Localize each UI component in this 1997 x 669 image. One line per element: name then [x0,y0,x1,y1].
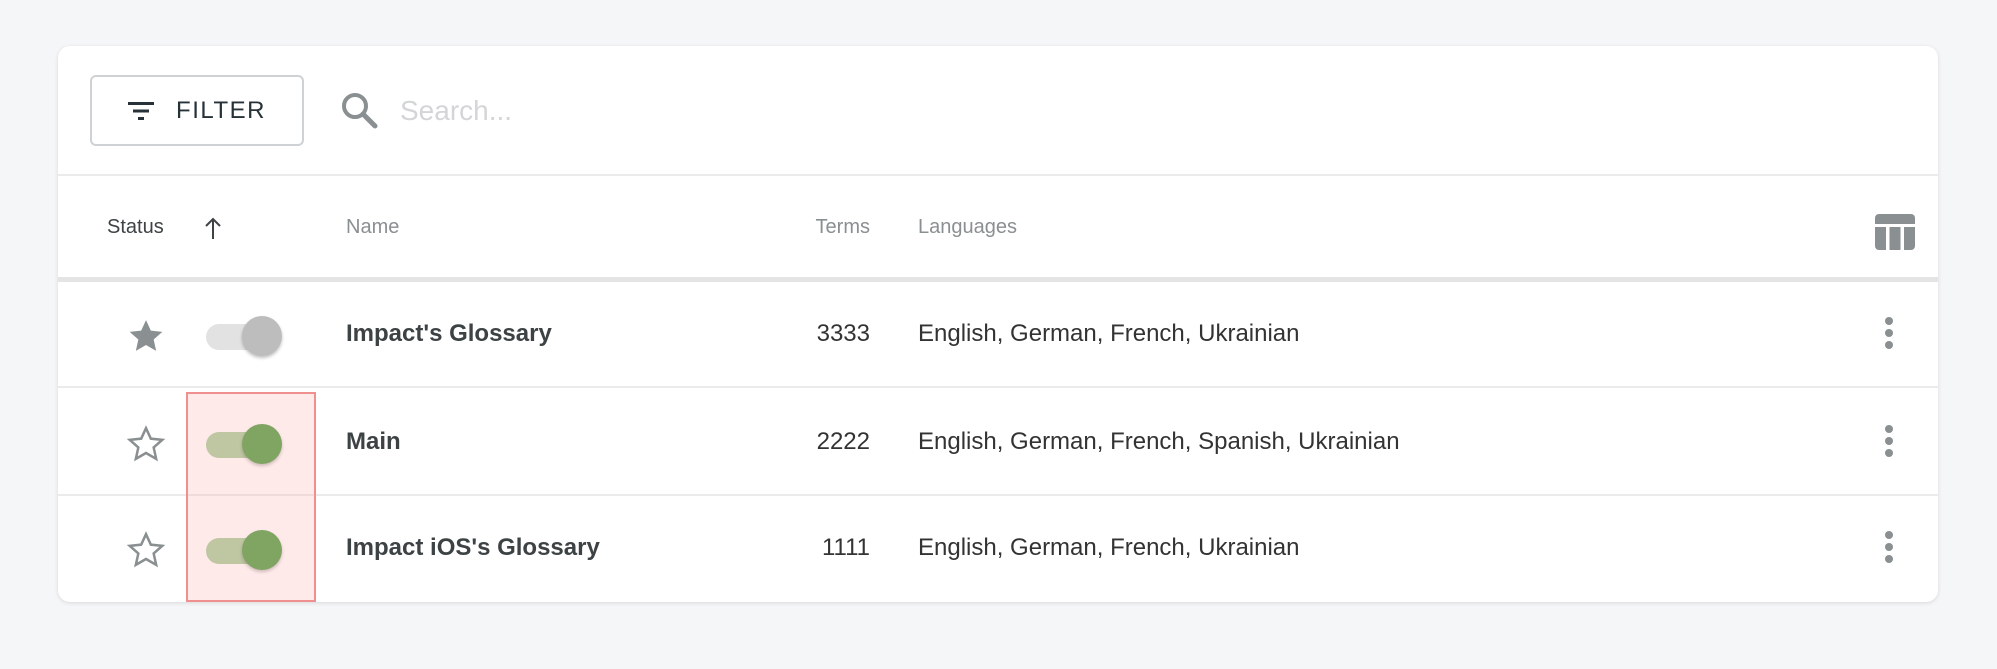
toggle-highlight-box [186,392,316,602]
star-filled-icon[interactable] [126,316,166,356]
languages: English, German, French, Spanish, Ukrain… [918,428,1400,455]
table-row[interactable]: Impact iOS's Glossary 1111 English, Germ… [58,496,1938,602]
terms-count: 2222 [816,428,870,455]
sort-ascending-arrow-icon[interactable] [203,216,223,240]
columns-view-icon[interactable] [1875,214,1915,250]
terms-count: 3333 [816,320,870,347]
glossary-name[interactable]: Impact iOS's Glossary [346,534,600,561]
column-header-languages[interactable]: Languages [918,216,1017,238]
status-toggle[interactable] [206,424,284,464]
table-row[interactable]: Main 2222 English, German, French, Spani… [58,390,1938,496]
search-input[interactable] [400,86,1300,136]
filter-label: FILTER [176,96,266,124]
table-header: Status Name Terms Languages [58,176,1938,282]
status-toggle[interactable] [206,530,284,570]
filter-button[interactable]: FILTER [90,75,304,146]
star-outline-icon[interactable] [126,530,166,570]
more-vert-icon[interactable] [1883,530,1895,566]
column-header-status[interactable]: Status [107,216,164,238]
table-row[interactable]: Impact's Glossary 3333 English, German, … [58,282,1938,388]
glossary-table-card: FILTER Status Name Terms Languages Impac… [58,46,1938,602]
more-vert-icon[interactable] [1883,424,1895,460]
column-header-terms[interactable]: Terms [815,216,870,238]
more-vert-icon[interactable] [1883,316,1895,352]
languages: English, German, French, Ukrainian [918,534,1300,561]
glossary-name[interactable]: Main [346,428,401,455]
star-outline-icon[interactable] [126,424,166,464]
status-toggle[interactable] [206,316,284,356]
languages: English, German, French, Ukrainian [918,320,1300,347]
glossary-name[interactable]: Impact's Glossary [346,320,552,347]
column-header-name[interactable]: Name [346,216,400,238]
search-icon [342,93,378,129]
filter-icon [128,101,155,120]
toolbar: FILTER [58,46,1938,176]
terms-count: 1111 [821,534,870,561]
